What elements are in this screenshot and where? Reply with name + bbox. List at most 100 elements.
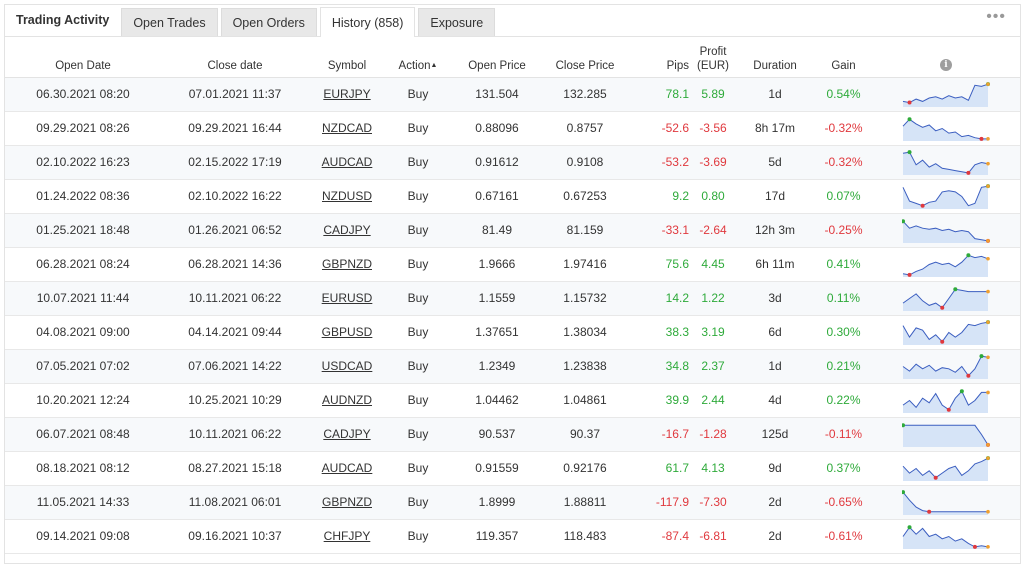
action-value: Buy (407, 87, 429, 101)
profit-value: -6.81 (699, 529, 727, 543)
tab-history[interactable]: History (858) (319, 7, 416, 37)
table-row: 08.18.2021 08:12 08.27.2021 15:18 AUDCAD Bu… (5, 451, 1020, 485)
symbol-link[interactable]: AUDCAD (321, 461, 373, 475)
header-symbol[interactable]: Symbol (327, 59, 367, 72)
gain-sparkline (902, 150, 990, 175)
cell-profit: -6.81 (691, 519, 735, 553)
sparkline-high-dot (959, 389, 964, 394)
symbol-link[interactable]: AUDNZD (322, 393, 372, 407)
open-price-value: 90.537 (478, 427, 516, 441)
symbol-link[interactable]: GBPNZD (321, 257, 372, 271)
gain-value: -0.65% (824, 495, 863, 509)
cell-duration: 6d (735, 315, 815, 349)
cell-symbol: AUDCAD (309, 451, 385, 485)
symbol-link[interactable]: EURUSD (321, 291, 373, 305)
cell-action: Buy (385, 145, 451, 179)
header-pips[interactable]: Pips (666, 59, 689, 72)
cell-close-price: 1.23838 (543, 349, 627, 383)
symbol-link[interactable]: GBPNZD (321, 495, 372, 509)
symbol-link[interactable]: AUDCAD (321, 155, 373, 169)
cell-action: Buy (385, 417, 451, 451)
cell-pips: -16.7 (627, 417, 691, 451)
duration-value: 3d (768, 291, 782, 305)
sparkline-end-dot (986, 289, 990, 294)
cell-pips: 9.2 (627, 179, 691, 213)
close-price-value: 0.8757 (566, 121, 604, 135)
close-price-value: 1.23838 (563, 359, 607, 373)
symbol-link[interactable]: GBPUSD (321, 325, 373, 339)
close-date-value: 02.10.2022 16:22 (188, 189, 282, 203)
cell-duration: 6h 11m (735, 247, 815, 281)
header-close-date[interactable]: Close date (207, 59, 263, 72)
symbol-link[interactable]: EURJPY (323, 87, 371, 101)
sparkline-low-dot (933, 475, 938, 480)
header-profit[interactable]: Profit (EUR) (691, 37, 735, 77)
tab-open-orders[interactable]: Open Orders (220, 8, 317, 36)
cell-pips: 61.7 (627, 451, 691, 485)
symbol-link[interactable]: CADJPY (323, 427, 371, 441)
gain-sparkline (902, 253, 990, 277)
symbol-link[interactable]: USDCAD (321, 359, 373, 373)
open-date-value: 06.30.2021 08:20 (36, 87, 130, 101)
duration-value: 8h 17m (754, 121, 796, 135)
cell-symbol: CADJPY (309, 417, 385, 451)
gain-sparkline (902, 354, 990, 379)
symbol-link[interactable]: NZDCAD (322, 121, 372, 135)
header-open-price[interactable]: Open Price (468, 59, 526, 72)
cell-duration: 17d (735, 179, 815, 213)
action-value: Buy (407, 393, 429, 407)
header-action[interactable]: Action▲ (385, 37, 451, 77)
cell-gain: -0.65% (815, 485, 872, 519)
sparkline-line (902, 83, 989, 104)
sparkline-area (903, 221, 988, 243)
sparkline-low-dot (907, 100, 912, 105)
header-profit-label: Profit (699, 45, 727, 58)
gain-sparkline (902, 287, 990, 311)
header-open-date[interactable]: Open Date (55, 59, 111, 72)
info-icon[interactable]: i (940, 58, 952, 71)
header-duration[interactable]: Duration (753, 59, 797, 72)
cell-open-date: 01.24.2022 08:36 (5, 179, 161, 213)
sparkline-area (903, 458, 988, 481)
sparkline-area (903, 152, 988, 175)
cell-close-date: 07.06.2021 14:22 (161, 349, 309, 383)
gain-value: 0.54% (826, 87, 861, 101)
tab-open-trades[interactable]: Open Trades (121, 8, 218, 36)
profit-value: 4.13 (701, 461, 725, 475)
symbol-link[interactable]: NZDUSD (322, 189, 372, 203)
cell-profit: -3.69 (691, 145, 735, 179)
tab-exposure[interactable]: Exposure (418, 8, 496, 36)
sparkline-line (902, 491, 988, 513)
cell-sparkline (872, 247, 1020, 281)
sparkline-low-dot (940, 305, 945, 310)
sparkline-low-dot (972, 544, 977, 549)
sparkline-end-dot (986, 545, 990, 549)
ellipsis-icon[interactable]: ••• (986, 8, 1006, 25)
pips-value: 9.2 (672, 189, 689, 203)
cell-duration: 9d (735, 451, 815, 485)
sparkline-low-dot (940, 339, 945, 344)
cell-profit: 4.45 (691, 247, 735, 281)
header-close-price[interactable]: Close Price (555, 59, 615, 72)
table-row: 06.28.2021 08:24 06.28.2021 14:36 GBPNZD Bu… (5, 247, 1020, 281)
header-gain[interactable]: Gain (831, 59, 856, 72)
cell-duration: 1d (735, 349, 815, 383)
cell-pips: 75.6 (627, 247, 691, 281)
tab-bar: Trading Activity Open Trades Open Orders… (5, 5, 1020, 37)
cell-profit: 1.22 (691, 281, 735, 315)
close-price-value: 1.88811 (563, 495, 607, 509)
cell-open-date: 09.14.2021 09:08 (5, 519, 161, 553)
cell-profit: -2.64 (691, 213, 735, 247)
sparkline-end-dot (986, 355, 990, 360)
cell-sparkline (872, 179, 1020, 213)
pips-value: 39.9 (665, 393, 689, 407)
header-action-label: Action (398, 59, 431, 72)
cell-close-price: 0.67253 (543, 179, 627, 213)
cell-close-price: 0.8757 (543, 111, 627, 145)
sparkline-line (902, 254, 989, 276)
symbol-link[interactable]: CHFJPY (323, 529, 371, 543)
symbol-link[interactable]: CADJPY (323, 223, 371, 237)
panel-title: Trading Activity (16, 13, 110, 27)
close-price-value: 0.92176 (563, 461, 607, 475)
cell-sparkline (872, 111, 1020, 145)
